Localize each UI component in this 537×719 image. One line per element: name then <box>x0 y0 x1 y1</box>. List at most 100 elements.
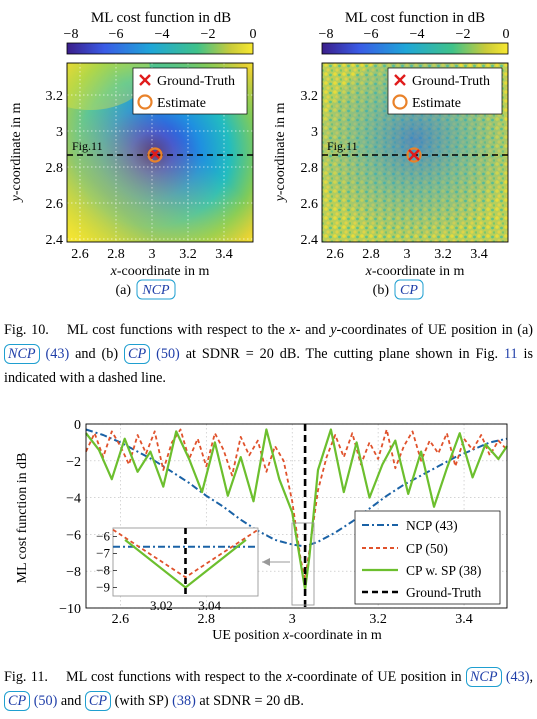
y-tick-label: −2 <box>66 455 81 470</box>
fig10b-panel: ML cost function in dB −8 −6 −4 −2 0 Fig… <box>273 10 510 300</box>
equation-ref[interactable]: (38) <box>172 693 196 709</box>
ytick-a: 2.4 <box>46 233 64 248</box>
subfig-a-acronym: NCP <box>141 283 170 298</box>
xtick-a: 3.4 <box>215 247 233 262</box>
equation-ref[interactable]: (50) <box>156 346 180 362</box>
fig11-legend: NCP (43) CP (50) CP w. SP (38) Ground-Tr… <box>354 510 501 605</box>
y-tick-label: 0 <box>74 418 81 433</box>
series-line-sp <box>85 428 508 591</box>
colorbar-b-ticks: −8 −6 −4 −2 0 <box>319 27 510 42</box>
acronym-link[interactable]: NCP <box>4 344 40 364</box>
inset-y-tick-label: −6 <box>96 529 110 544</box>
xtick-b: 3.2 <box>434 247 452 262</box>
ytick-b: 2.8 <box>301 161 319 176</box>
colorbar-b-tick: −6 <box>364 27 379 42</box>
ytick-b: 2.6 <box>301 197 319 212</box>
inset-y-tick-label: −9 <box>96 580 110 595</box>
colorbar-b-tick: −8 <box>319 27 334 42</box>
legend-b-ground-truth: Ground-Truth <box>412 74 490 89</box>
colorbar-a <box>66 42 254 55</box>
ytick-a: 3.2 <box>46 89 64 104</box>
colorbar-a-tick: −8 <box>64 27 79 42</box>
equation-ref[interactable]: (50) <box>33 693 58 709</box>
xtick-a: 2.8 <box>107 247 125 262</box>
colorbar-a-tick: −2 <box>201 27 216 42</box>
fig11-ticks: 2.6 2.8 3 3.2 3.4 0 −2 −4 −6 −8 −10 <box>59 418 473 627</box>
cut-label-b: Fig.11 <box>327 139 358 153</box>
caption-number: Fig. 11. <box>4 669 48 685</box>
xtick-b: 2.8 <box>362 247 380 262</box>
x-tick-label: 3.2 <box>369 612 387 627</box>
x-tick-label: 2.8 <box>198 612 216 627</box>
legend-entry: NCP (43) <box>406 518 458 533</box>
colorbar-a-tick: −4 <box>155 27 170 42</box>
xlabel-b: x-coordinate in m <box>365 264 465 279</box>
fig10a-panel: ML cost function in dB −8 −6 −4 −2 0 Fig… <box>9 10 257 300</box>
legend-entry: CP (50) <box>406 541 448 556</box>
acronym-link[interactable]: CP <box>84 691 112 711</box>
legend-b-estimate: Estimate <box>412 96 461 111</box>
xtick-b: 3 <box>404 247 411 262</box>
xtick-b: 3.4 <box>470 247 488 262</box>
zoom-region <box>291 522 315 606</box>
ground-truth-marker-b <box>408 149 420 161</box>
estimate-marker-b <box>406 147 422 163</box>
y-tick-label: −10 <box>59 602 81 617</box>
ytick-a: 2.8 <box>46 161 64 176</box>
y-tick-label: −6 <box>66 528 81 543</box>
inset-x-tick-label: 3.04 <box>198 598 221 613</box>
fig10-caption: Fig. 10. ML cost functions with respect t… <box>4 322 534 386</box>
subfig-a-label: (a) <box>115 283 131 298</box>
fig11-xlabel: UE position x-coordinate in m <box>212 628 382 643</box>
series-line-cp <box>85 428 508 580</box>
legend-frame <box>354 510 501 605</box>
inset-y-tick-label: −7 <box>96 546 110 561</box>
acronym-link[interactable]: NCP <box>465 667 502 687</box>
subfig-b-acronym: CP <box>400 283 418 298</box>
inset-series <box>112 528 259 596</box>
colorbar-a-tick: −6 <box>109 27 124 42</box>
yticks-b: 3.2 3 2.8 2.6 2.4 <box>301 89 319 248</box>
figure-ref[interactable]: 11 <box>503 346 518 362</box>
acronym-link[interactable]: CP <box>124 344 151 364</box>
y-tick-label: −4 <box>66 492 81 507</box>
xtick-a: 3 <box>149 247 156 262</box>
ytick-b: 3.2 <box>301 89 319 104</box>
inset-x-tick-label: 3.02 <box>150 598 173 613</box>
legend-entry: CP w. SP (38) <box>406 563 481 578</box>
inset-series-cp <box>112 528 259 579</box>
xtick-a: 3.2 <box>179 247 197 262</box>
colorbar-b <box>321 42 509 55</box>
equation-ref[interactable]: (43) <box>505 669 530 685</box>
ytick-a: 3 <box>56 125 63 140</box>
legend-entry: Ground-Truth <box>406 585 482 600</box>
ytick-b: 2.4 <box>301 233 319 248</box>
colorbar-b-tick: −2 <box>456 27 471 42</box>
x-tick-label: 2.6 <box>112 612 130 627</box>
yticks-a: 3.2 3 2.8 2.6 2.4 <box>46 89 64 248</box>
x-tick-label: 3 <box>289 612 296 627</box>
legend-b: Ground-Truth Estimate <box>387 67 503 115</box>
fig11-series <box>85 428 508 591</box>
legend-a-ground-truth: Ground-Truth <box>157 74 235 89</box>
fig11-chart: 2.6 2.8 3 3.2 3.4 0 −2 −4 −6 −8 −10 ML cost functi… <box>15 418 508 643</box>
xlabel-a: x-coordinate in m <box>110 264 210 279</box>
fig11-caption: Fig. 11. ML cost functions with respect t… <box>4 667 533 711</box>
xticks-a: 2.6 2.8 3 3.2 3.4 <box>71 247 233 262</box>
inset-series-sp <box>124 539 247 589</box>
fig10: ML cost function in dB −8 −6 −4 −2 0 Fig… <box>9 10 510 300</box>
xtick-b: 2.6 <box>326 247 344 262</box>
colorbar-a-tick: 0 <box>250 27 257 42</box>
colorbar-a-ticks: −8 −6 −4 −2 0 <box>64 27 257 42</box>
colorbar-a-title: ML cost function in dB <box>91 10 231 26</box>
ytick-b: 3 <box>311 125 318 140</box>
fig11-inset: −6 −7 −8 −9 3.02 3.04 <box>96 527 259 614</box>
inset-ticks: −6 −7 −8 −9 3.02 3.04 <box>96 529 221 614</box>
ytick-a: 2.6 <box>46 197 64 212</box>
ylabel-b: y-coordinate in m <box>273 103 288 204</box>
legend-a: Ground-Truth Estimate <box>132 67 248 115</box>
caption-number: Fig. 10. <box>4 322 49 338</box>
equation-ref[interactable]: (43) <box>45 346 70 362</box>
acronym-link[interactable]: CP <box>4 691 31 711</box>
estimate-marker-a <box>147 147 163 163</box>
